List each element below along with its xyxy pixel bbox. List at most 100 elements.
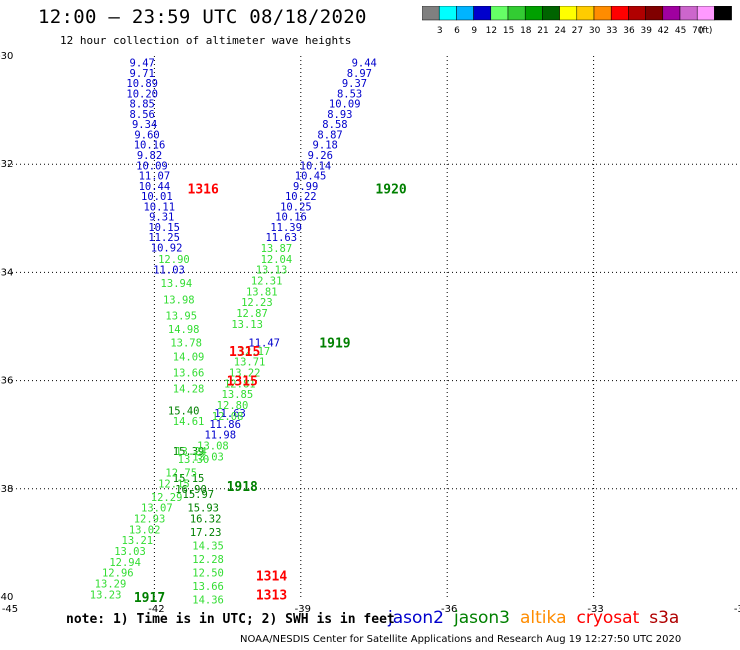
swh-point-label: 9.99: [293, 181, 318, 193]
swh-point-label: 8.87: [317, 129, 342, 141]
swh-point-label: 11.98: [204, 430, 236, 442]
swh-point-label: 13.81: [246, 286, 278, 298]
swh-point-label: 16.32: [190, 514, 222, 526]
time-label: 1919: [319, 337, 350, 352]
swh-point-label: 13.22: [229, 367, 261, 379]
swh-point-label: 12.29: [151, 492, 183, 504]
swh-point-label: 11.63: [214, 408, 246, 420]
chart-title: 12:00 – 23:59 UTC 08/18/2020: [38, 6, 367, 28]
swh-point-label: 10.22: [285, 191, 317, 203]
swh-point-label: 12.94: [109, 557, 141, 569]
swh-point-label: 13.02: [129, 524, 161, 536]
swh-point-label: 14.09: [173, 351, 205, 363]
swh-point-label: 10.09: [329, 99, 361, 111]
colorbar-label: 6: [454, 26, 460, 36]
swh-point-label: 12.04: [261, 254, 293, 266]
time-label: 1918: [227, 480, 258, 495]
colorbar-label: 12: [486, 26, 497, 36]
swh-point-label: 13.66: [173, 367, 205, 379]
y-tick-label: -34: [0, 267, 13, 278]
swh-point-label: 15.40: [168, 405, 200, 417]
swh-point-label: 13.66: [192, 581, 224, 593]
colorbar-swatch: [714, 6, 732, 21]
swh-point-label: 12.96: [102, 568, 134, 580]
swh-point-label: 9.82: [137, 150, 162, 162]
colorbar-label: 45: [675, 26, 686, 36]
time-label: 1316: [188, 183, 219, 198]
swh-point-label: 10.16: [275, 212, 307, 224]
swh-point-label: 15.39: [173, 446, 205, 458]
swh-point-label: 10.44: [139, 181, 171, 193]
swh-point-label: 10.16: [134, 140, 166, 152]
swh-point-label: 9.37: [342, 78, 367, 90]
colorbar-label: 30: [589, 26, 601, 36]
legend-entry-s3a: s3a: [649, 608, 680, 628]
swh-point-label: 12.28: [192, 554, 224, 566]
swh-point-label: 12.81: [224, 378, 256, 390]
swh-point-label: 13.94: [161, 278, 193, 290]
swh-point-label: 14.35: [192, 541, 224, 553]
swh-point-label: 13.03: [192, 451, 224, 463]
y-tick-label: -38: [0, 484, 13, 495]
swh-point-label: 8.97: [347, 68, 372, 80]
swh-point-label: 13.24: [175, 446, 207, 458]
swh-point-label: 11.25: [148, 232, 180, 244]
swh-point-label: 12.17: [239, 346, 271, 358]
colorbar-label: 33: [606, 26, 617, 36]
x-tick-label: -33: [587, 604, 603, 615]
colorbar-label: 70: [692, 26, 704, 36]
swh-point-label: 9.47: [130, 57, 155, 69]
swh-point-label: 10.92: [151, 243, 183, 255]
swh-point-label: 13.03: [114, 546, 146, 558]
colorbar-label: 21: [537, 26, 548, 36]
swh-point-label: 8.53: [337, 88, 362, 100]
swh-point-label: 13.85: [222, 389, 254, 401]
legend-entry-jason3: jason3: [454, 608, 510, 628]
time-label: 1314: [256, 569, 287, 584]
swh-point-label: 8.56: [130, 109, 155, 121]
swh-point-label: 11.86: [209, 419, 241, 431]
swh-point-label: 13.30: [178, 454, 210, 466]
colorbar: 3 6 9 12 15 18 21 24 27 30 33 36 39 42 45 70(ft): [422, 6, 732, 36]
swh-point-label: 8.58: [322, 119, 347, 131]
swh-point-label: 11.63: [265, 232, 297, 244]
swh-point-label: 13.29: [95, 578, 127, 590]
legend-entry-jason2: jason2: [388, 608, 444, 628]
swh-point-label: 15.97: [183, 489, 215, 501]
swh-point-label: 12.87: [236, 308, 268, 320]
colorbar-label: 36: [623, 26, 635, 36]
swh-point-label: 9.71: [130, 68, 155, 80]
swh-point-label: 13.98: [163, 294, 195, 306]
swh-point-label: 12.31: [251, 276, 283, 288]
time-label: 1313: [256, 588, 287, 603]
legend-entry-cryosat: cryosat: [576, 608, 640, 628]
x-tick-label: -42: [148, 604, 164, 615]
swh-point-label: 10.25: [280, 201, 312, 213]
swh-point-label: 13.13: [256, 265, 288, 277]
swh-point-label: 10.15: [148, 222, 180, 234]
colorbar-label: 3: [437, 26, 443, 36]
satellite-legend: jason2 jason3 altika cryosat s3a: [388, 608, 689, 628]
swh-point-label: 9.44: [352, 57, 377, 69]
swh-point-label: 12.75: [165, 468, 197, 480]
swh-point-label: 16.90: [175, 484, 207, 496]
swh-point-label: 13.21: [122, 535, 154, 547]
colorbar-label: 24: [554, 26, 566, 36]
colorbar-label: 18: [520, 26, 532, 36]
footer-note: note: 1) Time is in UTC; 2) SWH is in fe…: [66, 612, 395, 627]
x-tick-label: -45: [2, 604, 18, 615]
swh-point-label: 12.93: [134, 514, 166, 526]
swh-point-label: 12.80: [217, 400, 249, 412]
swh-point-label: 14.36: [192, 595, 224, 607]
x-tick-label: -39: [295, 604, 311, 615]
swh-point-label: 9.60: [134, 129, 159, 141]
swh-point-label: 13.71: [234, 357, 266, 369]
swh-point-label: 10.20: [126, 88, 158, 100]
colorbar-label: 42: [658, 26, 669, 36]
swh-point-label: 10.01: [141, 191, 173, 203]
time-label: 1920: [375, 183, 406, 198]
time-label: 1315: [227, 375, 258, 390]
swh-point-label: 11.39: [270, 222, 302, 234]
swh-point-label: 13.23: [90, 589, 122, 601]
